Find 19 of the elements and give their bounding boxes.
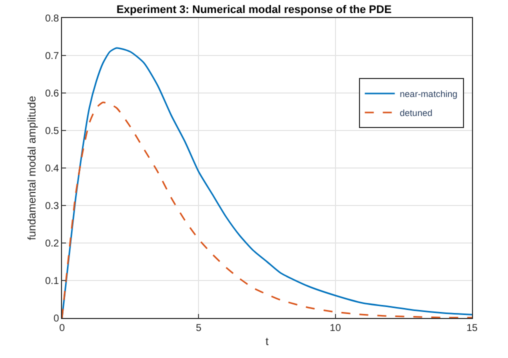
y-tick-label: 0.6 — [45, 88, 60, 100]
y-tick-label: 0.3 — [45, 201, 60, 212]
x-axis-title: t — [265, 336, 269, 348]
y-tick-label: 0.5 — [45, 126, 60, 137]
x-tick-label: 15 — [466, 323, 478, 334]
y-tick-label: 0.1 — [45, 276, 60, 287]
y-tick-label: 0 — [53, 314, 60, 324]
x-tick-label: 10 — [330, 323, 342, 334]
legend-label: detuned — [400, 108, 432, 118]
legend-label: near-matching — [400, 89, 458, 100]
y-tick-label: 0.8 — [45, 14, 60, 24]
line-series — [62, 47, 472, 318]
y-tick-label: 0.2 — [45, 238, 60, 250]
y-tick-label: 0.4 — [45, 164, 60, 174]
line-series — [62, 102, 472, 318]
y-tick-label: 0.7 — [45, 51, 60, 62]
y-axis-title: fundamental modal amplitude — [26, 96, 39, 240]
chart-title: Experiment 3: Numerical modal response of the PDE — [116, 4, 392, 16]
x-tick-label: 5 — [196, 323, 202, 334]
